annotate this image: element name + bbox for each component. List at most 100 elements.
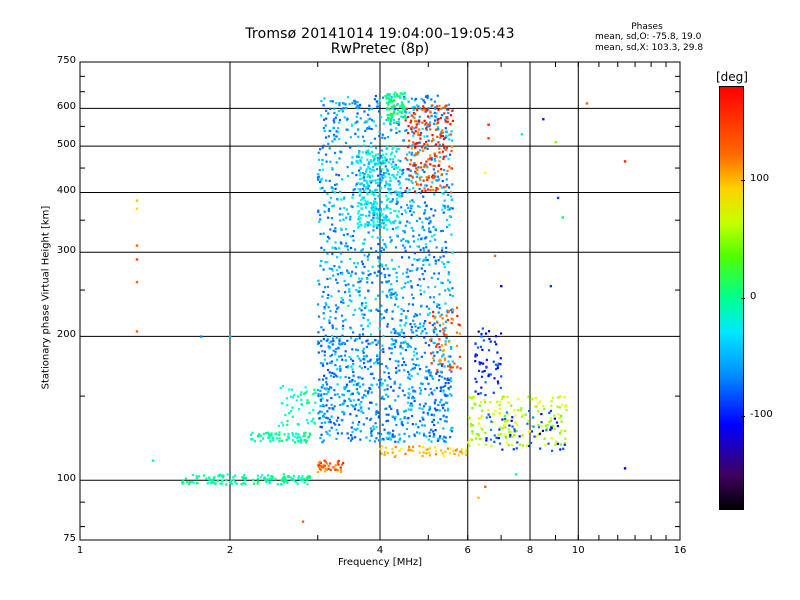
data-point [409, 121, 412, 124]
data-point [371, 265, 374, 268]
data-point [371, 192, 374, 196]
data-point [406, 421, 409, 424]
data-point [623, 467, 627, 470]
data-point [394, 190, 398, 193]
data-point [383, 267, 386, 271]
data-point [366, 390, 370, 394]
data-point [426, 96, 429, 100]
data-point [368, 174, 371, 178]
data-point [418, 128, 421, 131]
data-point [481, 370, 484, 373]
data-point [400, 447, 403, 450]
data-point [340, 432, 343, 435]
data-point [446, 311, 449, 314]
data-point [376, 226, 379, 229]
data-point [437, 363, 440, 366]
data-point [366, 324, 370, 328]
data-point [428, 339, 432, 342]
data-point [385, 118, 388, 122]
data-point [330, 403, 333, 406]
data-point [537, 410, 540, 413]
data-point [380, 362, 383, 366]
data-point [428, 311, 432, 315]
data-point [317, 341, 321, 345]
data-point [438, 338, 441, 341]
data-point [277, 424, 280, 427]
data-point [305, 390, 308, 393]
data-point [369, 372, 373, 376]
data-point [286, 480, 289, 483]
data-point [489, 438, 492, 441]
data-point [433, 402, 436, 405]
data-point [395, 197, 398, 200]
data-point [447, 340, 450, 343]
data-point [427, 115, 430, 118]
data-point [550, 400, 553, 403]
data-point [428, 121, 432, 124]
data-point [350, 327, 353, 330]
data-point [380, 173, 383, 177]
data-point [366, 258, 370, 261]
data-point [506, 412, 509, 415]
data-point [370, 434, 373, 437]
data-point [357, 290, 360, 293]
data-point [503, 417, 507, 421]
data-point [415, 107, 418, 110]
data-point [270, 432, 273, 435]
data-point [326, 296, 329, 300]
data-point [395, 214, 399, 217]
data-point [385, 413, 388, 416]
data-point [438, 151, 441, 154]
data-point [384, 446, 387, 449]
data-point [367, 149, 370, 152]
data-point [364, 301, 367, 304]
data-point [226, 473, 229, 476]
data-point [477, 434, 480, 437]
data-point [425, 184, 428, 187]
data-point [361, 197, 364, 200]
data-point [358, 357, 361, 360]
data-point [336, 281, 339, 285]
data-point [501, 395, 505, 398]
data-point [455, 344, 459, 347]
data-point [373, 200, 376, 203]
data-point [359, 167, 362, 170]
data-point [303, 392, 306, 395]
data-point [317, 331, 320, 334]
data-point [387, 218, 391, 221]
data-point [407, 178, 410, 181]
data-point [385, 108, 388, 111]
data-point [378, 252, 381, 255]
data-point [268, 482, 271, 485]
data-point [442, 385, 445, 388]
data-point [317, 151, 320, 154]
data-point [413, 433, 416, 436]
data-point [320, 344, 323, 347]
data-point [377, 432, 380, 435]
data-point [362, 196, 366, 199]
data-point [511, 416, 514, 419]
data-point [369, 141, 373, 145]
data-point [393, 303, 397, 306]
data-point [411, 397, 414, 400]
data-point [448, 208, 452, 211]
data-point [410, 408, 413, 411]
data-point [208, 476, 211, 479]
data-point [545, 429, 548, 432]
data-point [394, 415, 397, 419]
data-point [317, 158, 321, 161]
data-point [425, 204, 428, 207]
data-point [344, 318, 347, 321]
data-point [358, 294, 361, 297]
data-point [438, 147, 441, 150]
data-point [349, 337, 353, 340]
data-point [286, 404, 289, 407]
data-point [367, 269, 370, 273]
data-point [348, 376, 351, 379]
data-point [446, 169, 449, 173]
data-point [418, 258, 421, 261]
data-point [444, 340, 447, 343]
data-point [397, 360, 400, 363]
data-point [405, 107, 409, 110]
data-point [553, 417, 556, 420]
